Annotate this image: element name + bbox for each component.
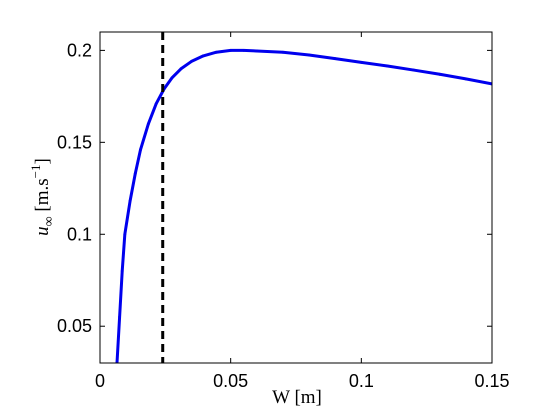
series-point — [123, 232, 127, 236]
series-point — [214, 50, 218, 54]
y-tick-label: 0.2 — [67, 40, 92, 60]
series-point — [438, 72, 442, 76]
y-tick-label: 0.15 — [57, 132, 92, 152]
y-label-subscript: ∞ — [42, 216, 57, 226]
y-axis-label: u∞ [m.s−1] — [28, 158, 57, 236]
axes: 0 0.05 0.1 0.15 0.05 0.1 0.15 0.2 — [57, 31, 510, 391]
series-point — [229, 48, 233, 52]
series-line-0 — [115, 48, 492, 363]
series-point — [128, 199, 132, 203]
axes-frame — [99, 31, 493, 364]
series-point — [307, 53, 311, 57]
series-point — [170, 76, 174, 80]
y-tick-label: 0.1 — [67, 224, 92, 244]
y-label-superscript: −1 — [28, 165, 43, 179]
series-point — [179, 67, 183, 71]
series-point — [120, 269, 124, 273]
x-tick-label: 0.05 — [213, 371, 248, 391]
series-point — [190, 60, 193, 63]
y-tick-label: 0.05 — [57, 316, 92, 336]
series-point — [139, 148, 142, 152]
series-point — [281, 50, 285, 54]
series-point — [386, 64, 389, 68]
x-axis-label: W [m] — [272, 387, 322, 408]
y-label-variable: u — [32, 226, 53, 236]
x-tick-label: 0.1 — [349, 371, 374, 391]
y-label-unit: [m.s — [32, 178, 53, 216]
series-point — [333, 57, 337, 61]
series-point — [412, 68, 415, 72]
plot-area — [115, 32, 492, 363]
series-point — [118, 315, 121, 319]
series-point — [146, 122, 150, 126]
series-point — [464, 77, 468, 81]
series-point — [242, 48, 246, 52]
series-point — [201, 54, 205, 58]
y-label-unit-close: ] — [32, 158, 53, 164]
series-point — [359, 60, 363, 64]
series-point — [154, 102, 158, 106]
series-point — [255, 49, 259, 53]
series-point — [133, 172, 137, 175]
x-tick-label: 0.15 — [474, 371, 509, 391]
x-tick-label: 0 — [95, 371, 105, 391]
